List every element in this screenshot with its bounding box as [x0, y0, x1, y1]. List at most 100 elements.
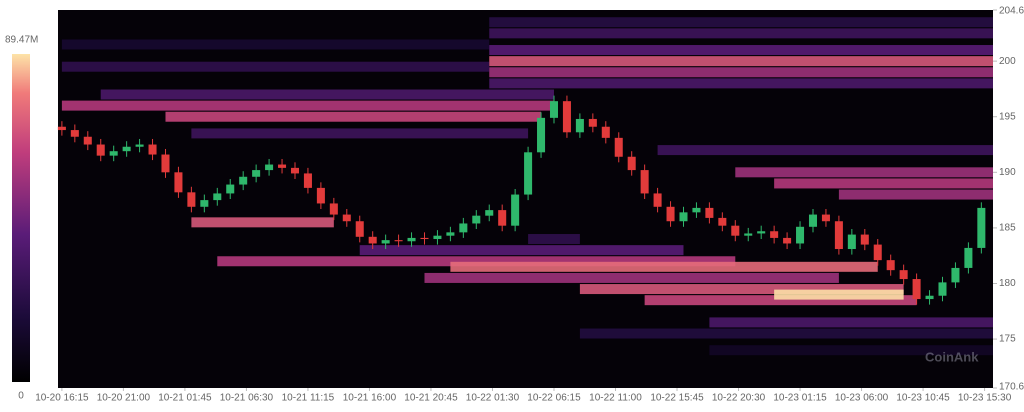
candle-body	[70, 130, 79, 137]
colorbar-label: 89.47M	[5, 35, 38, 46]
candle-body	[472, 215, 481, 224]
candle-body	[679, 212, 688, 222]
candle-body	[200, 200, 209, 207]
heat-band	[489, 56, 993, 67]
candle-body	[938, 282, 947, 296]
x-tick-label: 10-23 15:30	[958, 393, 1012, 404]
candle-body	[83, 136, 92, 145]
heat-band	[165, 111, 542, 122]
candle-body	[148, 144, 157, 155]
candle-body	[964, 247, 973, 268]
heat-band	[528, 234, 580, 245]
candle-body	[770, 231, 779, 238]
x-tick-label: 10-22 11:00	[589, 393, 642, 404]
y-tick-label: 185	[999, 223, 1016, 234]
candle-body	[731, 225, 740, 236]
candle-body	[355, 221, 364, 237]
candle-body	[666, 206, 675, 222]
candle-body	[290, 167, 300, 174]
candle-body	[692, 207, 701, 213]
x-tick-label: 10-22 06:15	[527, 393, 581, 404]
candle-body	[614, 137, 623, 157]
candle-body	[575, 118, 584, 133]
heat-band	[359, 245, 684, 256]
y-tick-label: 170.6	[999, 382, 1024, 393]
y-tick-label: 195	[999, 111, 1016, 122]
y-tick-label: 180	[999, 278, 1016, 289]
candle-body	[627, 156, 636, 171]
candle-body	[912, 279, 921, 300]
y-tick-label: 204.6	[999, 6, 1024, 17]
candle-body	[135, 144, 144, 147]
candle-body	[213, 193, 222, 201]
candle-body	[239, 176, 248, 185]
heat-band	[838, 189, 993, 200]
candle-body	[524, 152, 533, 195]
candle-body	[265, 164, 274, 171]
heat-band	[191, 217, 334, 228]
heat-band	[489, 17, 993, 28]
candle-body	[588, 118, 597, 127]
heat-band	[489, 67, 993, 78]
candle-body	[329, 203, 338, 215]
candle-body	[860, 234, 869, 245]
heat-band	[61, 100, 554, 111]
x-tick-label: 10-21 01:45	[158, 393, 212, 404]
candle-body	[368, 236, 377, 244]
heat-band	[489, 28, 993, 39]
x-tick-label: 10-22 20:30	[712, 393, 766, 404]
candle-body	[459, 223, 468, 233]
heat-band	[709, 345, 993, 356]
heat-band	[450, 261, 878, 272]
candle-body	[783, 237, 792, 244]
candle-body	[342, 214, 351, 222]
heat-band	[579, 284, 904, 295]
candle-body	[744, 233, 753, 236]
candle-body	[757, 231, 766, 234]
x-tick-label: 10-23 06:00	[835, 393, 889, 404]
heat-band	[735, 167, 993, 178]
candle-body	[847, 234, 856, 250]
heat-band	[774, 178, 993, 189]
candle-body	[420, 237, 429, 240]
x-tick-label: 10-23 10:45	[896, 393, 950, 404]
candle-body	[808, 214, 818, 227]
candle-body	[705, 207, 714, 218]
x-tick-label: 10-22 15:45	[650, 393, 704, 404]
candle-body	[821, 214, 830, 222]
candle-body	[498, 210, 507, 226]
candle-body	[549, 101, 559, 118]
y-tick-label: 175	[999, 334, 1016, 345]
x-tick-label: 10-20 21:00	[97, 393, 151, 404]
heat-band	[61, 61, 490, 72]
candle-body	[394, 240, 403, 242]
candle-body	[537, 117, 546, 153]
candle-body	[57, 126, 66, 131]
candle-body	[446, 232, 455, 236]
heat-band	[489, 78, 993, 89]
candle-body	[316, 187, 325, 204]
candle-body	[925, 295, 934, 300]
candle-body	[601, 126, 610, 138]
candle-body	[485, 210, 494, 216]
candle-body	[886, 260, 895, 271]
candle-body	[174, 172, 183, 193]
colorbar	[12, 54, 30, 382]
candle-body	[252, 170, 261, 177]
candle-body	[187, 192, 196, 207]
heat-band	[424, 272, 839, 283]
candle-body	[562, 101, 571, 133]
candle-body	[381, 240, 390, 244]
colorbar-label: 0	[18, 391, 24, 402]
heat-band	[191, 128, 529, 139]
candle-body	[303, 173, 312, 188]
candle-body	[433, 235, 442, 240]
heat-band	[217, 256, 736, 267]
candle-body	[951, 267, 960, 283]
x-tick-label: 10-21 06:30	[220, 393, 274, 404]
x-tick-label: 10-23 01:15	[773, 393, 827, 404]
watermark: CoinAnk	[925, 349, 979, 364]
y-tick-label: 200	[999, 56, 1016, 67]
heat-band	[774, 289, 904, 300]
